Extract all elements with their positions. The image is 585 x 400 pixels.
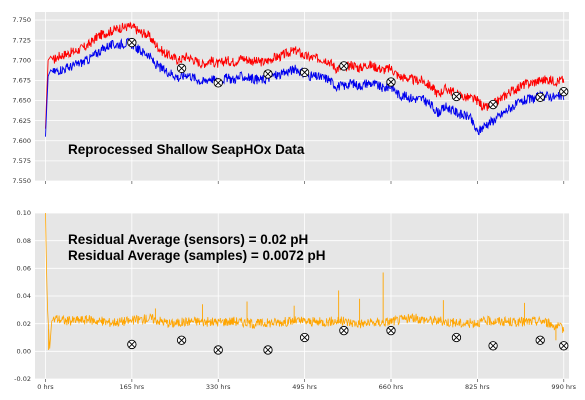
sample-marker bbox=[535, 335, 545, 345]
sample-marker bbox=[176, 335, 187, 345]
sample-marker bbox=[176, 63, 187, 73]
sample-marker bbox=[263, 69, 273, 79]
x-tick-label: 165 hrs bbox=[120, 383, 145, 391]
y-tick-label: 0.02 bbox=[17, 320, 31, 328]
x-tick-label: 495 hrs bbox=[292, 383, 317, 391]
sample-marker bbox=[535, 92, 545, 102]
sample-marker bbox=[339, 325, 349, 336]
sample-markers bbox=[127, 37, 569, 110]
sample-marker bbox=[386, 325, 396, 336]
residual-annotation: Residual Average (samples) = 0.0072 pH bbox=[68, 248, 326, 263]
sample-marker bbox=[339, 61, 349, 71]
y-tick-label: 0.04 bbox=[17, 292, 31, 300]
y-tick-label: 0.00 bbox=[17, 348, 31, 356]
x-tick-label: 990 hrs bbox=[551, 383, 576, 391]
y-tick-label: 7.750 bbox=[12, 16, 31, 24]
y-tick-label: 7.550 bbox=[12, 177, 31, 185]
residual-annotation: Residual Average (sensors) = 0.02 pH bbox=[68, 232, 308, 247]
sample-marker bbox=[127, 339, 137, 350]
sample-marker bbox=[213, 78, 223, 88]
y-tick-label: -0.02 bbox=[14, 375, 31, 383]
y-tick-label: 7.600 bbox=[12, 137, 31, 145]
sample-marker bbox=[213, 345, 223, 355]
y-tick-label: 7.650 bbox=[12, 97, 31, 105]
residual-spikes bbox=[48, 272, 557, 350]
residual-line bbox=[45, 213, 565, 349]
sample-marker bbox=[299, 332, 310, 343]
x-tick-label: 825 hrs bbox=[465, 383, 490, 391]
x-tick-label: 660 hrs bbox=[379, 383, 404, 391]
sample-marker bbox=[559, 341, 569, 351]
x-tick-label: 0 hrs bbox=[37, 383, 54, 391]
y-tick-label: 0.06 bbox=[17, 265, 31, 273]
series-line-red bbox=[45, 21, 565, 129]
y-tick-label: 0.08 bbox=[17, 237, 31, 245]
y-tick-label: 0.10 bbox=[17, 209, 31, 217]
sample-marker bbox=[299, 67, 310, 78]
bottom-panel: -0.02 0.00 0.02 0.04 0.06 0.08 0.10 0 hrs 165 hr… bbox=[14, 209, 577, 391]
sample-marker bbox=[488, 341, 498, 351]
y-tick-label: 7.700 bbox=[12, 56, 31, 64]
sample-marker bbox=[451, 91, 462, 102]
sample-marker bbox=[263, 345, 273, 355]
sample-marker bbox=[488, 99, 498, 110]
y-tick-label: 7.725 bbox=[12, 36, 31, 44]
y-tick-label: 7.575 bbox=[12, 157, 31, 165]
sample-markers bbox=[127, 325, 569, 355]
x-tick-label: 330 hrs bbox=[206, 383, 231, 391]
sample-marker bbox=[559, 87, 569, 97]
top-panel: 7.550 7.575 7.600 7.625 7.650 7.675 7.700 7.725… bbox=[12, 12, 569, 185]
sample-marker bbox=[451, 332, 462, 343]
sample-marker bbox=[127, 37, 137, 48]
y-tick-label: 7.625 bbox=[12, 117, 31, 125]
chart-annotation: Reprocessed Shallow SeapHOx Data bbox=[68, 142, 305, 157]
sample-marker bbox=[386, 77, 396, 87]
y-tick-label: 7.675 bbox=[12, 77, 31, 85]
